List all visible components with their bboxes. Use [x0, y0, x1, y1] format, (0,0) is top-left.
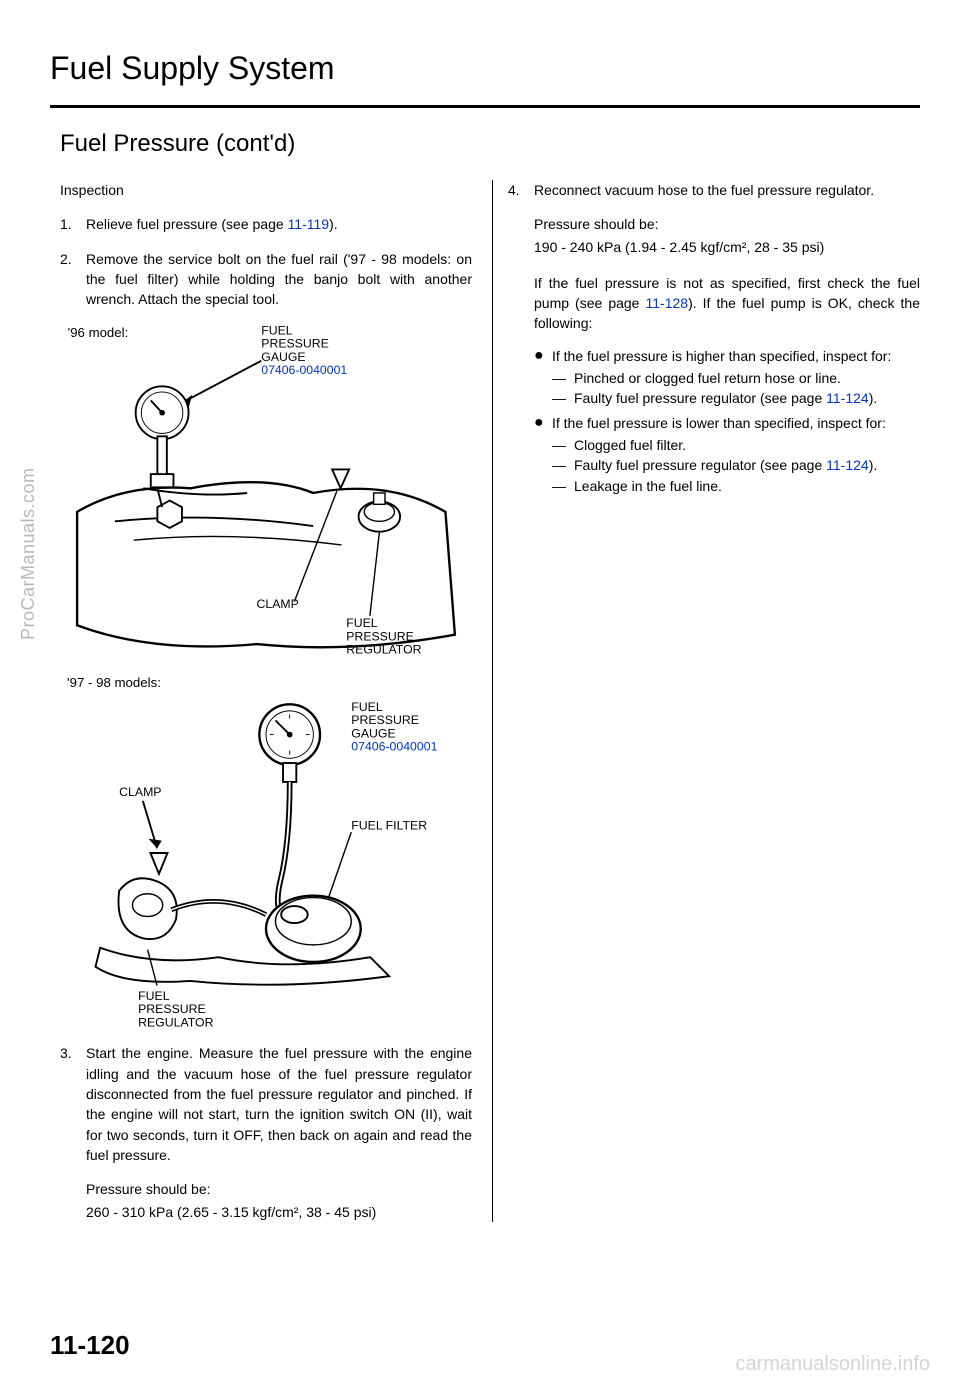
- reg-label-1: FUEL: [346, 617, 378, 631]
- step-text: Relieve fuel pressure (see page 11-119).: [86, 214, 472, 234]
- dash-icon: —: [552, 435, 574, 455]
- dash-text: Faulty fuel pressure regulator (see page…: [574, 388, 877, 408]
- dash-icon: —: [552, 455, 574, 475]
- page-number: 11-120: [50, 1330, 130, 1361]
- page-link[interactable]: 11-124: [826, 390, 869, 406]
- part-link[interactable]: 07406-0040001: [351, 740, 437, 754]
- bullet-icon: ●: [534, 346, 552, 409]
- pressure-spec-2: Pressure should be: 190 - 240 kPa (1.94 …: [534, 214, 920, 257]
- text: Relieve fuel pressure (see page: [86, 216, 288, 232]
- title-divider: [50, 105, 920, 108]
- reg-label-3: REGULATOR: [346, 643, 421, 657]
- clamp-label: CLAMP: [257, 598, 299, 612]
- gauge-label-1: FUEL: [351, 700, 383, 714]
- step-4: 4. Reconnect vacuum hose to the fuel pre…: [508, 180, 920, 200]
- reg-label-1: FUEL: [138, 989, 170, 1003]
- check-text: If the fuel pressure is not as specified…: [534, 273, 920, 334]
- diagram-97-98-models: '97 - 98 models: FUEL PRESSURE GAUGE 074…: [60, 673, 472, 1033]
- reg-label-3: REGULATOR: [138, 1016, 214, 1030]
- pressure-label: Pressure should be:: [534, 214, 920, 234]
- page-link[interactable]: 11-128: [646, 295, 689, 311]
- filter-label: FUEL FILTER: [351, 819, 427, 833]
- page-subtitle: Fuel Pressure (cont'd): [60, 130, 920, 158]
- pressure-value: 260 - 310 kPa (2.65 - 3.15 kgf/cm², 38 -…: [86, 1202, 472, 1222]
- part-link[interactable]: 07406-0040001: [261, 363, 347, 377]
- bullet-higher: ● If the fuel pressure is higher than sp…: [534, 346, 920, 409]
- step-text: Remove the service bolt on the fuel rail…: [86, 249, 472, 310]
- reg-label-2: PRESSURE: [346, 630, 413, 644]
- bullet-lead: If the fuel pressure is higher than spec…: [552, 346, 920, 366]
- page-title: Fuel Supply System: [50, 50, 920, 87]
- watermark-right: carmanualsonline.info: [735, 1353, 930, 1376]
- text: ).: [329, 216, 338, 232]
- step-number: 2.: [60, 249, 86, 310]
- step-number: 4.: [508, 180, 534, 200]
- step-2: 2. Remove the service bolt on the fuel r…: [60, 249, 472, 310]
- step-number: 1.: [60, 214, 86, 234]
- dash-text: Faulty fuel pressure regulator (see page…: [574, 455, 877, 475]
- gauge-label-1: FUEL: [261, 324, 293, 338]
- dash-text: Leakage in the fuel line.: [574, 476, 722, 496]
- step-text: Reconnect vacuum hose to the fuel pressu…: [534, 180, 920, 200]
- page-link[interactable]: 11-119: [288, 216, 330, 232]
- clamp-label: CLAMP: [119, 786, 161, 800]
- watermark-left: ProCarManuals.com: [18, 467, 39, 640]
- inspection-heading: Inspection: [60, 180, 472, 200]
- bullet-lead: If the fuel pressure is lower than speci…: [552, 413, 920, 433]
- dash-icon: —: [552, 388, 574, 408]
- pressure-label: Pressure should be:: [86, 1179, 472, 1199]
- bullet-icon: ●: [534, 413, 552, 496]
- gauge-label-3: GAUGE: [261, 350, 305, 364]
- model-label: '97 - 98 models:: [67, 676, 161, 691]
- pressure-value: 190 - 240 kPa (1.94 - 2.45 kgf/cm², 28 -…: [534, 237, 920, 257]
- dash-text: Pinched or clogged fuel return hose or l…: [574, 368, 841, 388]
- step-text: Start the engine. Measure the fuel press…: [86, 1043, 472, 1165]
- dash-icon: —: [552, 368, 574, 388]
- dash-text: Clogged fuel filter.: [574, 435, 686, 455]
- reg-label-2: PRESSURE: [138, 1003, 206, 1017]
- model-label: '96 model:: [68, 326, 129, 341]
- gauge-label-2: PRESSURE: [261, 337, 328, 351]
- step-3: 3. Start the engine. Measure the fuel pr…: [60, 1043, 472, 1165]
- step-1: 1. Relieve fuel pressure (see page 11-11…: [60, 214, 472, 234]
- gauge-label-2: PRESSURE: [351, 714, 419, 728]
- page-link[interactable]: 11-124: [826, 457, 869, 473]
- dash-icon: —: [552, 476, 574, 496]
- diagram-96-model: '96 model: FUEL PRESSURE GAUGE 07406-004…: [60, 323, 472, 663]
- pressure-spec-1: Pressure should be: 260 - 310 kPa (2.65 …: [86, 1179, 472, 1222]
- gauge-label-3: GAUGE: [351, 727, 395, 741]
- step-number: 3.: [60, 1043, 86, 1165]
- bullet-lower: ● If the fuel pressure is lower than spe…: [534, 413, 920, 496]
